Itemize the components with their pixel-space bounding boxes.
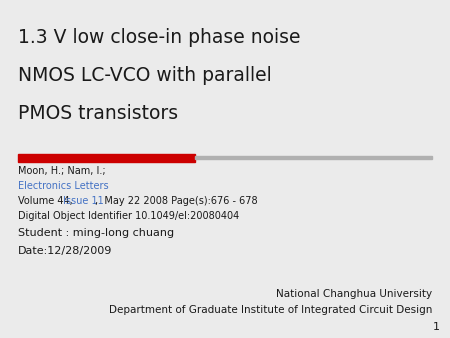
Text: 1: 1 [433,322,440,332]
Text: Issue 11: Issue 11 [63,196,104,206]
Bar [18,154,195,162]
Bar [195,156,432,159]
Text: Digital Object Identifier 10.1049/el:20080404: Digital Object Identifier 10.1049/el:200… [18,211,239,221]
Text: 1.3 V low close-in phase noise: 1.3 V low close-in phase noise [18,28,301,47]
Text: Date:12/28/2009: Date:12/28/2009 [18,246,112,256]
Text: Department of Graduate Institute of Integrated Circuit Design: Department of Graduate Institute of Inte… [108,305,432,315]
Text: Volume 44,: Volume 44, [18,196,76,206]
Text: ,  May 22 2008 Page(s):676 - 678: , May 22 2008 Page(s):676 - 678 [95,196,257,206]
Text: Student : ming-long chuang: Student : ming-long chuang [18,228,174,238]
Text: NMOS LC-VCO with parallel: NMOS LC-VCO with parallel [18,66,272,85]
Text: Electronics Letters: Electronics Letters [18,181,108,191]
Text: National Changhua University: National Changhua University [276,289,432,299]
Text: Moon, H.; Nam, I.;: Moon, H.; Nam, I.; [18,166,106,176]
Text: PMOS transistors: PMOS transistors [18,104,178,123]
